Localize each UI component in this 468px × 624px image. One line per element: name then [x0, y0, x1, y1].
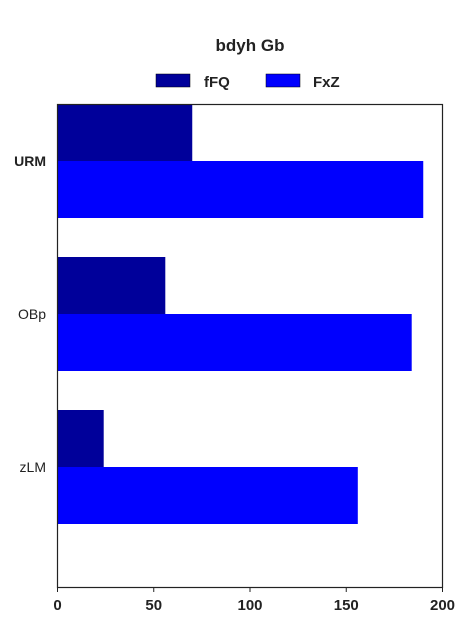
legend-label-FxZ: FxZ: [313, 74, 340, 91]
bars-group: [57, 104, 424, 524]
plot-frame: [56, 103, 444, 589]
y-axis-tick-labels: URM OBp zLM: [14, 153, 46, 475]
bar-fFQ-zLM: [57, 410, 104, 467]
x-tick-label-150: 150: [334, 597, 359, 614]
x-tick-label-200: 200: [430, 597, 455, 614]
bar-FxZ-zLM: [57, 467, 358, 524]
bar-FxZ-OBp: [57, 314, 412, 371]
chart-title: bdyh Gb: [216, 36, 285, 55]
x-axis-ticks: 0 50 100 150 200: [53, 587, 455, 614]
bar-fFQ-OBp: [57, 257, 166, 314]
legend-label-fFQ: fFQ: [204, 74, 230, 91]
legend: fFQ FxZ: [155, 73, 340, 91]
x-tick-label-100: 100: [237, 597, 262, 614]
legend-swatch-FxZ: [265, 73, 301, 88]
bar-fFQ-URM: [57, 104, 193, 161]
bar-FxZ-URM: [57, 161, 424, 218]
y-tick-label-zLM: zLM: [20, 459, 46, 475]
x-tick-label-50: 50: [145, 597, 162, 614]
x-tick-label-0: 0: [53, 597, 61, 614]
legend-swatch-fFQ: [155, 73, 191, 88]
y-tick-label-URM: URM: [14, 153, 46, 169]
y-tick-label-OBp: OBp: [18, 306, 46, 322]
